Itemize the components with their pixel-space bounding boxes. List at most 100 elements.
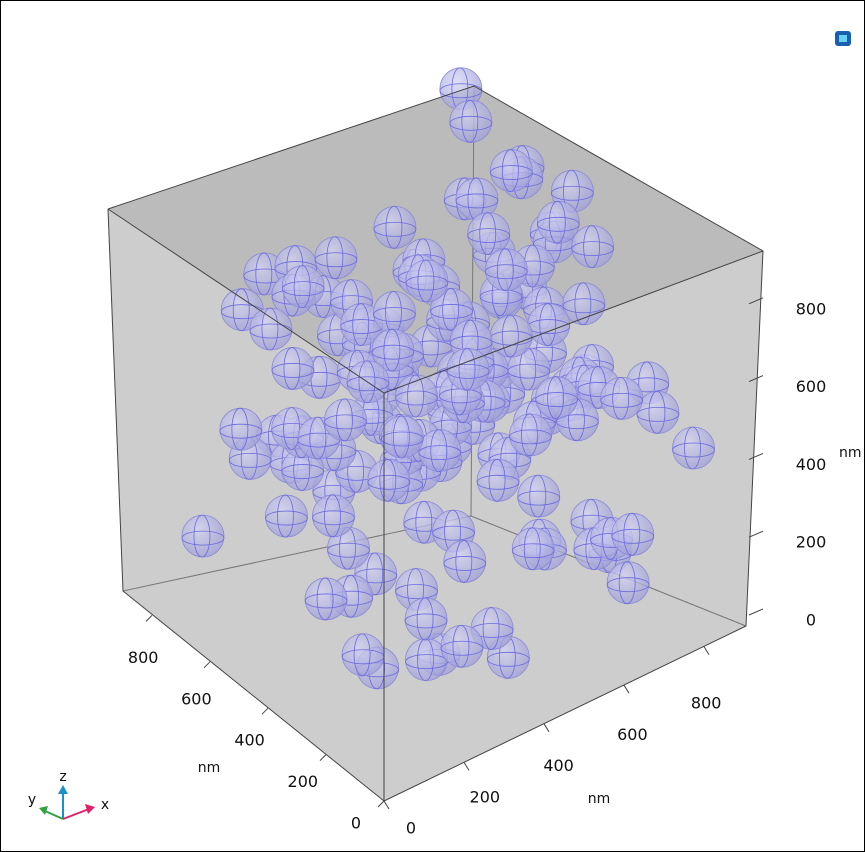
y-tick — [204, 662, 210, 668]
sphere — [381, 416, 423, 458]
sphere-body — [450, 100, 492, 142]
sphere — [612, 513, 654, 555]
sphere-body — [250, 308, 292, 350]
sphere-body — [468, 213, 510, 255]
z-tick — [749, 531, 763, 537]
sphere-body — [447, 348, 489, 390]
sphere — [315, 237, 357, 279]
y-tick — [146, 615, 152, 621]
sphere — [509, 414, 551, 456]
sphere — [182, 515, 224, 557]
sphere-body — [572, 226, 614, 268]
y-tick-label: 800 — [128, 648, 159, 667]
sphere — [373, 291, 415, 333]
sphere-body — [444, 540, 486, 582]
sphere — [441, 625, 483, 667]
y-tick-label: 600 — [181, 689, 212, 708]
y-tick — [378, 801, 384, 807]
y-tick-label: 200 — [288, 772, 319, 791]
x-tick-label: 200 — [470, 787, 501, 806]
sphere — [444, 540, 486, 582]
sphere-body — [312, 495, 354, 537]
sphere-body — [220, 408, 262, 450]
sphere — [342, 634, 384, 676]
sphere — [450, 100, 492, 142]
triad-z-head — [58, 785, 68, 794]
sphere — [406, 260, 448, 302]
sphere-body — [490, 150, 532, 192]
y-tick-label: 400 — [234, 731, 265, 750]
sphere — [282, 266, 324, 308]
sphere-body — [536, 377, 578, 419]
z-tick-label: 400 — [796, 455, 827, 474]
x-tick-label: 800 — [691, 694, 722, 713]
sphere — [536, 377, 578, 419]
x-tick — [544, 724, 549, 732]
sphere-body — [182, 515, 224, 557]
sphere — [485, 249, 527, 291]
sphere-body — [342, 634, 384, 676]
sphere-body — [601, 377, 643, 419]
sphere-body — [528, 304, 570, 346]
sphere-body — [637, 391, 679, 433]
sphere — [324, 399, 366, 441]
triad-y-head — [39, 806, 48, 815]
triad-x-label: x — [101, 797, 109, 813]
triad-x — [63, 809, 89, 819]
y-unit: nm — [198, 760, 221, 776]
y-tick — [262, 708, 268, 714]
sphere — [405, 598, 447, 640]
sphere-body — [441, 625, 483, 667]
sphere — [374, 206, 416, 248]
sphere — [490, 150, 532, 192]
sphere-body — [405, 598, 447, 640]
sphere-body — [518, 475, 560, 517]
sphere — [265, 495, 307, 537]
triad-z-label: z — [59, 769, 66, 785]
graphics-window: 020040060080002004006008000200400600800 … — [0, 0, 865, 852]
triad-y-label: y — [28, 792, 36, 808]
sphere-body — [381, 416, 423, 458]
triad-x-head — [85, 804, 95, 814]
x-tick-label: 0 — [406, 819, 416, 838]
sphere — [477, 459, 519, 501]
sphere — [305, 578, 347, 620]
sphere — [419, 430, 461, 472]
triad-y — [45, 811, 63, 819]
sphere — [368, 459, 410, 501]
sphere-body — [368, 459, 410, 501]
z-tick-label: 0 — [806, 611, 816, 630]
sphere — [250, 308, 292, 350]
logo-inner — [839, 35, 847, 42]
sphere — [518, 475, 560, 517]
y-tick-label: 0 — [351, 814, 361, 833]
sphere — [607, 562, 649, 604]
sphere — [512, 528, 554, 570]
z-tick-label: 600 — [796, 377, 827, 396]
sphere-body — [305, 578, 347, 620]
sphere — [468, 213, 510, 255]
x-tick-label: 600 — [617, 725, 648, 744]
sphere-body — [477, 459, 519, 501]
sphere-body — [509, 414, 551, 456]
sphere — [447, 348, 489, 390]
x-tick — [704, 647, 709, 655]
axis-triad: z x y — [28, 769, 109, 819]
sphere-body — [537, 201, 579, 243]
sphere-body — [406, 260, 448, 302]
y-tick — [320, 755, 326, 761]
sphere-body — [612, 513, 654, 555]
sphere — [537, 201, 579, 243]
sphere — [572, 226, 614, 268]
sphere — [601, 377, 643, 419]
z-tick — [749, 609, 763, 615]
sphere — [220, 408, 262, 450]
z-tick-label: 800 — [796, 299, 827, 318]
sphere — [637, 391, 679, 433]
sphere-body — [265, 495, 307, 537]
x-unit: nm — [588, 791, 611, 807]
sphere-body — [607, 562, 649, 604]
x-tick-label: 400 — [543, 756, 574, 775]
logo — [835, 31, 851, 46]
sphere-body — [272, 347, 314, 389]
